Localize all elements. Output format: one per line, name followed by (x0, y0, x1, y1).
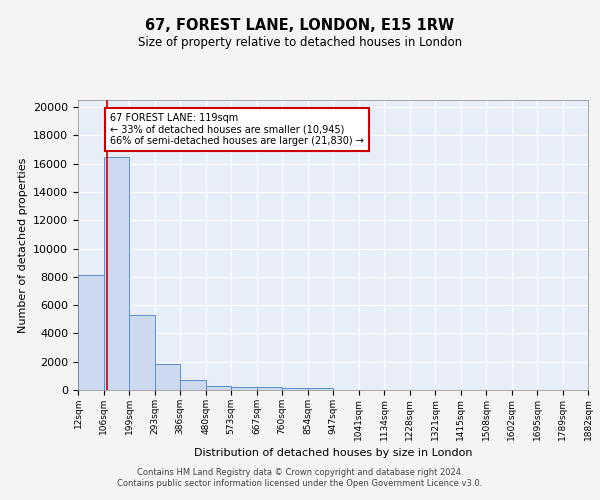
Bar (231, 386, 257, 390)
X-axis label: Distribution of detached houses by size in London: Distribution of detached houses by size … (194, 448, 472, 458)
Text: 67 FOREST LANE: 119sqm
← 33% of detached houses are smaller (10,945)
66% of semi: 67 FOREST LANE: 119sqm ← 33% of detached… (110, 112, 364, 146)
Text: Size of property relative to detached houses in London: Size of property relative to detached ho… (138, 36, 462, 49)
Bar (257, 387, 282, 390)
Bar (78, 276, 104, 390)
Text: 67, FOREST LANE, LONDON, E15 1RW: 67, FOREST LANE, LONDON, E15 1RW (145, 18, 455, 32)
Bar (308, 388, 333, 390)
Text: Contains HM Land Registry data © Crown copyright and database right 2024.
Contai: Contains HM Land Registry data © Crown c… (118, 468, 482, 487)
Bar (282, 388, 308, 390)
Y-axis label: Number of detached properties: Number of detached properties (17, 158, 28, 332)
Bar (104, 156, 129, 390)
Bar (129, 315, 155, 390)
Bar (206, 386, 231, 390)
Bar (155, 364, 180, 390)
Bar (180, 380, 206, 390)
